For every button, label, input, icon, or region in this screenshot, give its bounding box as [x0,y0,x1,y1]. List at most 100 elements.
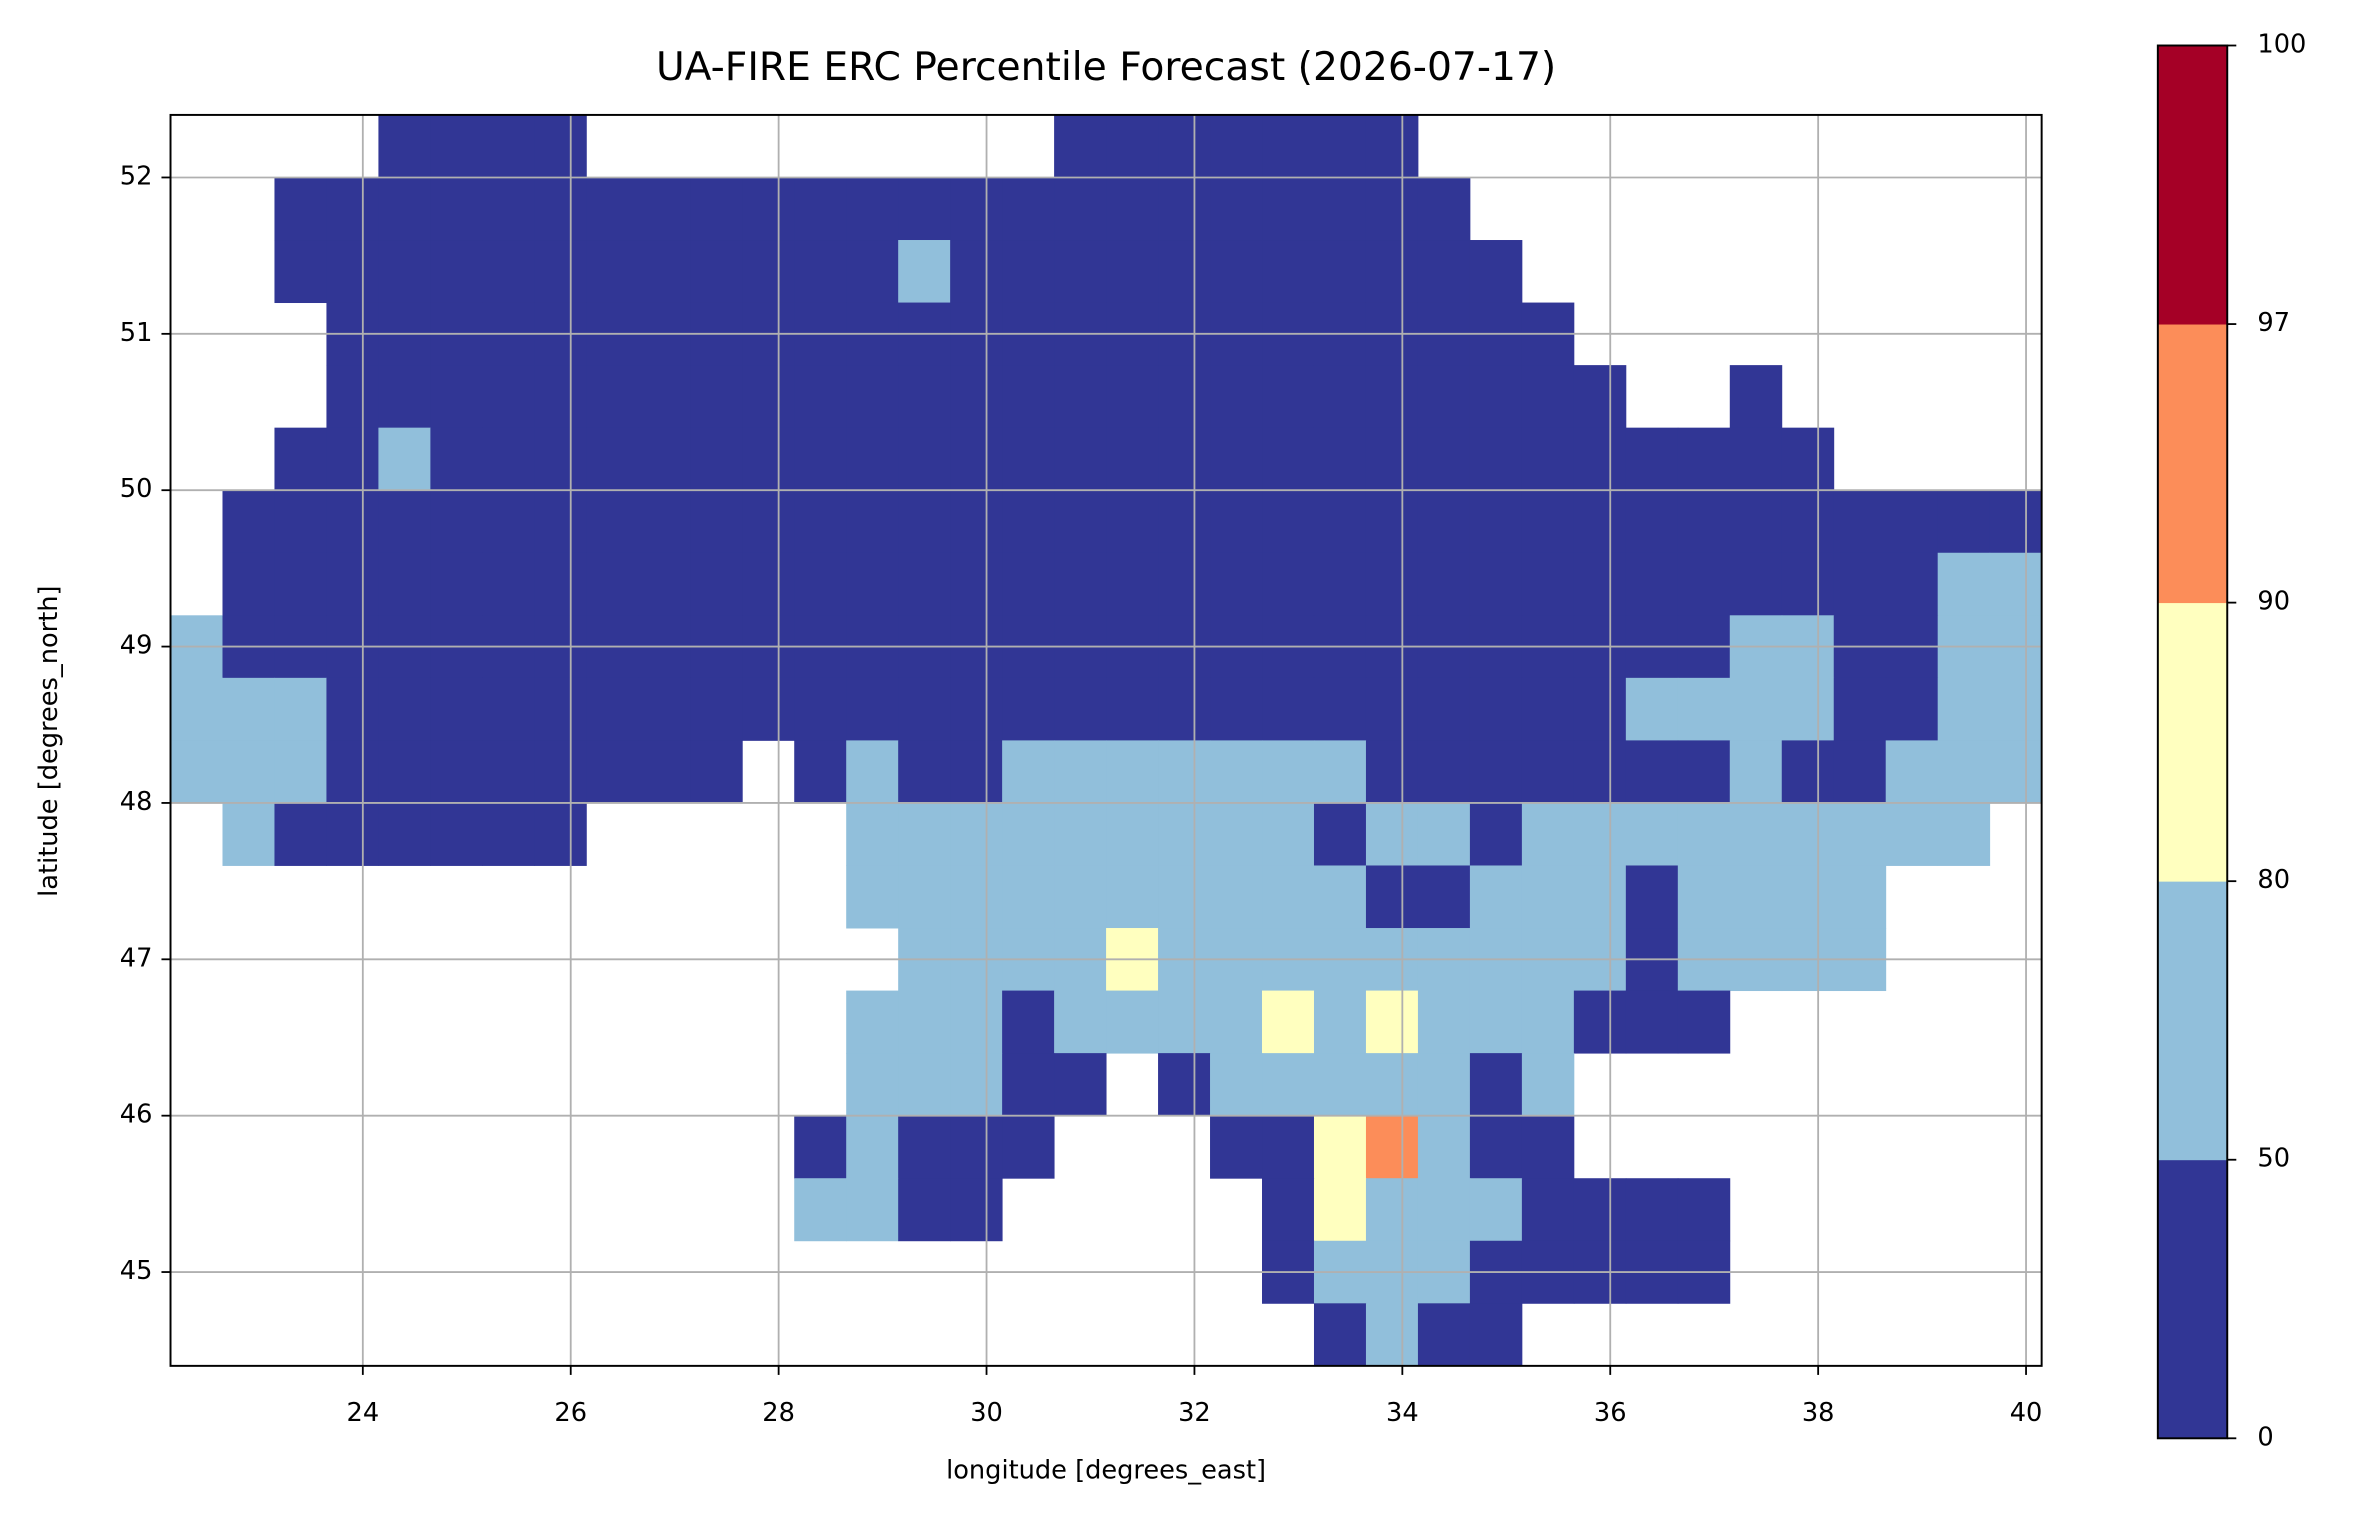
cell [1417,552,1471,616]
y-tick-label: 49 [120,631,153,661]
cell [222,677,275,741]
cell [534,740,587,804]
cell [898,1115,951,1179]
cell [950,740,1003,804]
x-tick-label: 30 [970,1398,1003,1428]
cell [1158,365,1211,429]
cell [1054,677,1107,741]
cell [846,240,899,304]
colorbar-frame [2156,44,2229,1440]
cell [742,552,795,616]
cell [1054,740,1107,804]
cell [170,677,223,741]
cell [1054,490,1107,554]
cell [846,427,899,491]
cell [222,802,275,866]
cell [1365,552,1419,616]
cell [1729,427,1783,491]
cell [950,240,1003,304]
cell [1469,365,1523,429]
cell [1521,427,1575,491]
cell [794,677,847,741]
cell [1158,240,1211,304]
cell [1210,490,1263,554]
cell [1521,740,1575,804]
cell [794,365,847,429]
cell [1573,552,1627,616]
cell [950,552,1003,616]
cell [482,802,535,866]
cell [1313,1178,1367,1242]
cell [1885,740,1939,804]
cell [534,427,587,491]
cell [1781,490,1835,554]
cell [378,677,431,741]
cell [1054,802,1107,866]
cell [1262,1115,1315,1179]
cell [1262,1053,1315,1117]
cell [1833,865,1887,929]
colorbar-segment [2157,324,2228,604]
cell [1573,1178,1627,1242]
cell [950,1178,1003,1242]
cell [1158,865,1211,929]
cell [1365,1178,1419,1242]
cell [742,177,795,241]
colorbar-segment [2157,45,2228,325]
cell [1210,802,1263,866]
cell [1002,802,1055,866]
cell [1262,677,1315,741]
cell [1417,427,1471,491]
cell [1625,865,1679,929]
y-tick-label: 47 [120,943,153,973]
cell [1521,677,1575,741]
cell [690,365,743,429]
cell [1937,490,1991,554]
cell [326,740,379,804]
cell [430,552,483,616]
cell [430,802,483,866]
cell [274,490,327,554]
x-tick-label: 36 [1594,1398,1627,1428]
cell [274,740,327,804]
cell [534,552,587,616]
cell [742,490,795,554]
cell [1313,240,1367,304]
cell [1002,177,1055,241]
cell [638,552,691,616]
cell [1729,552,1783,616]
cell [274,427,327,491]
cell [534,677,587,741]
cell [846,740,899,804]
cell [1002,990,1055,1054]
cell [1573,990,1627,1054]
cell [1469,1178,1523,1242]
cell [274,552,327,616]
cell [1521,802,1575,866]
cell [482,240,535,304]
cell [1002,1053,1055,1117]
cell [1365,1115,1419,1179]
x-tick-label: 28 [762,1398,795,1428]
colorbar-tick-label: 80 [2257,865,2290,895]
cell [1262,427,1315,491]
cell [794,1178,847,1242]
cell [1417,1178,1471,1242]
cell [1002,1115,1055,1179]
y-tick-label: 48 [120,787,153,817]
cell [534,240,587,304]
cell [1002,677,1055,741]
cell [638,427,691,491]
cell [898,240,951,304]
colorbar-segment [2157,881,2228,1161]
cell [1417,1115,1471,1179]
cell [794,490,847,554]
cell [378,240,431,304]
cell [1262,365,1315,429]
cell [1833,552,1887,616]
cell [898,365,951,429]
cell [898,990,951,1054]
x-tick-label: 34 [1386,1398,1419,1428]
colorbar-tick-label: 50 [2257,1144,2290,1174]
cell [1106,740,1159,804]
